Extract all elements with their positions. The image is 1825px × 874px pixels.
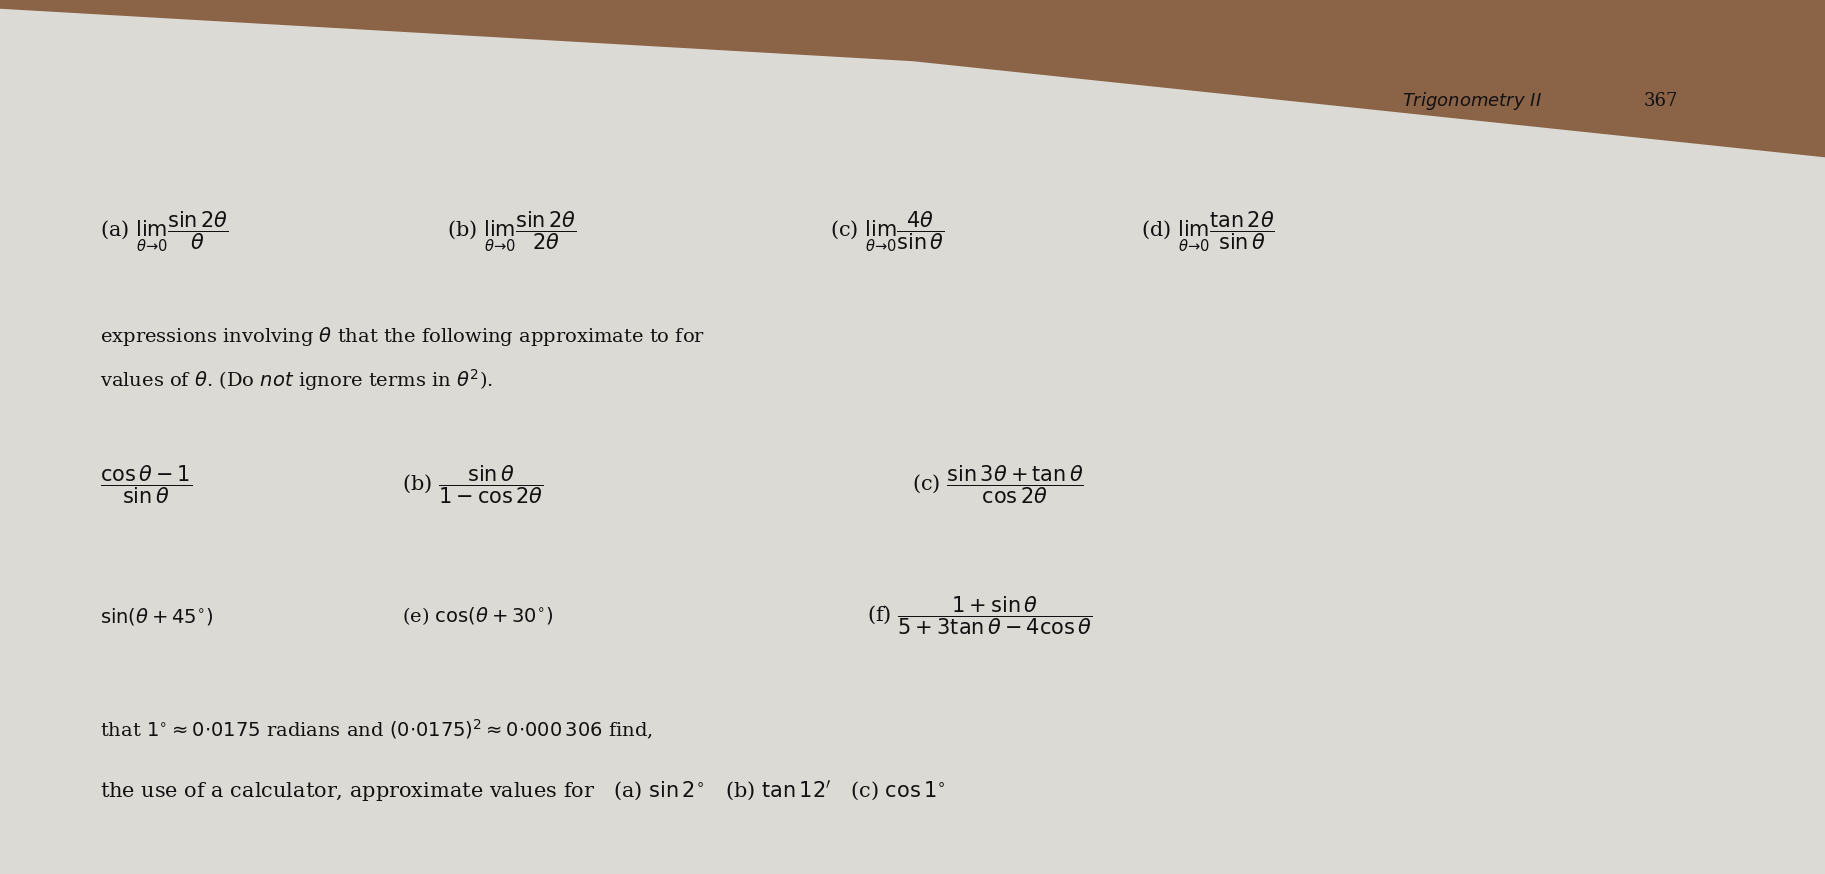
Text: $\sin(\theta + 45^{\circ})$: $\sin(\theta + 45^{\circ})$ [100,606,214,627]
Text: values of $\theta$. (Do $\mathit{not}$ ignore terms in $\theta^2$).: values of $\theta$. (Do $\mathit{not}$ i… [100,367,493,393]
Text: (a) $\lim_{\theta\to 0}\dfrac{\sin 2\theta}{\theta}$: (a) $\lim_{\theta\to 0}\dfrac{\sin 2\the… [100,209,228,254]
Text: the use of a calculator, approximate values for   (a) $\sin 2^{\circ}$   (b) $\t: the use of a calculator, approximate val… [100,778,945,804]
Text: (c) $\lim_{\theta\to 0}\dfrac{4\theta}{\sin \theta}$: (c) $\lim_{\theta\to 0}\dfrac{4\theta}{\… [830,209,945,254]
Text: expressions involving $\theta$ that the following approximate to for: expressions involving $\theta$ that the … [100,325,706,348]
Text: (f) $\dfrac{1 + \sin \theta}{5 + 3\tan \theta - 4\cos \theta}$: (f) $\dfrac{1 + \sin \theta}{5 + 3\tan \… [867,595,1093,637]
Text: $\dfrac{\cos\theta - 1}{\sin\theta}$: $\dfrac{\cos\theta - 1}{\sin\theta}$ [100,464,193,506]
Text: 367: 367 [1644,92,1677,109]
Text: (b) $\dfrac{\sin \theta}{1 - \cos 2\theta}$: (b) $\dfrac{\sin \theta}{1 - \cos 2\thet… [402,464,544,506]
Text: (b) $\lim_{\theta\to 0}\dfrac{\sin 2\theta}{2\theta}$: (b) $\lim_{\theta\to 0}\dfrac{\sin 2\the… [447,209,577,254]
Text: (c) $\dfrac{\sin 3\theta + \tan \theta}{\cos 2\theta}$: (c) $\dfrac{\sin 3\theta + \tan \theta}{… [912,464,1084,506]
Text: (e) $\cos(\theta + 30^{\circ})$: (e) $\cos(\theta + 30^{\circ})$ [402,606,553,627]
Polygon shape [0,9,1825,874]
Text: that $1^{\circ} \approx 0{\cdot}0175$ radians and $(0{\cdot}0175)^2 \approx 0{\c: that $1^{\circ} \approx 0{\cdot}0175$ ra… [100,718,653,742]
Text: $\mathit{Trigonometry\ II}$: $\mathit{Trigonometry\ II}$ [1402,89,1542,112]
Text: (d) $\lim_{\theta\to 0}\dfrac{\tan 2\theta}{\sin \theta}$: (d) $\lim_{\theta\to 0}\dfrac{\tan 2\the… [1141,209,1274,254]
